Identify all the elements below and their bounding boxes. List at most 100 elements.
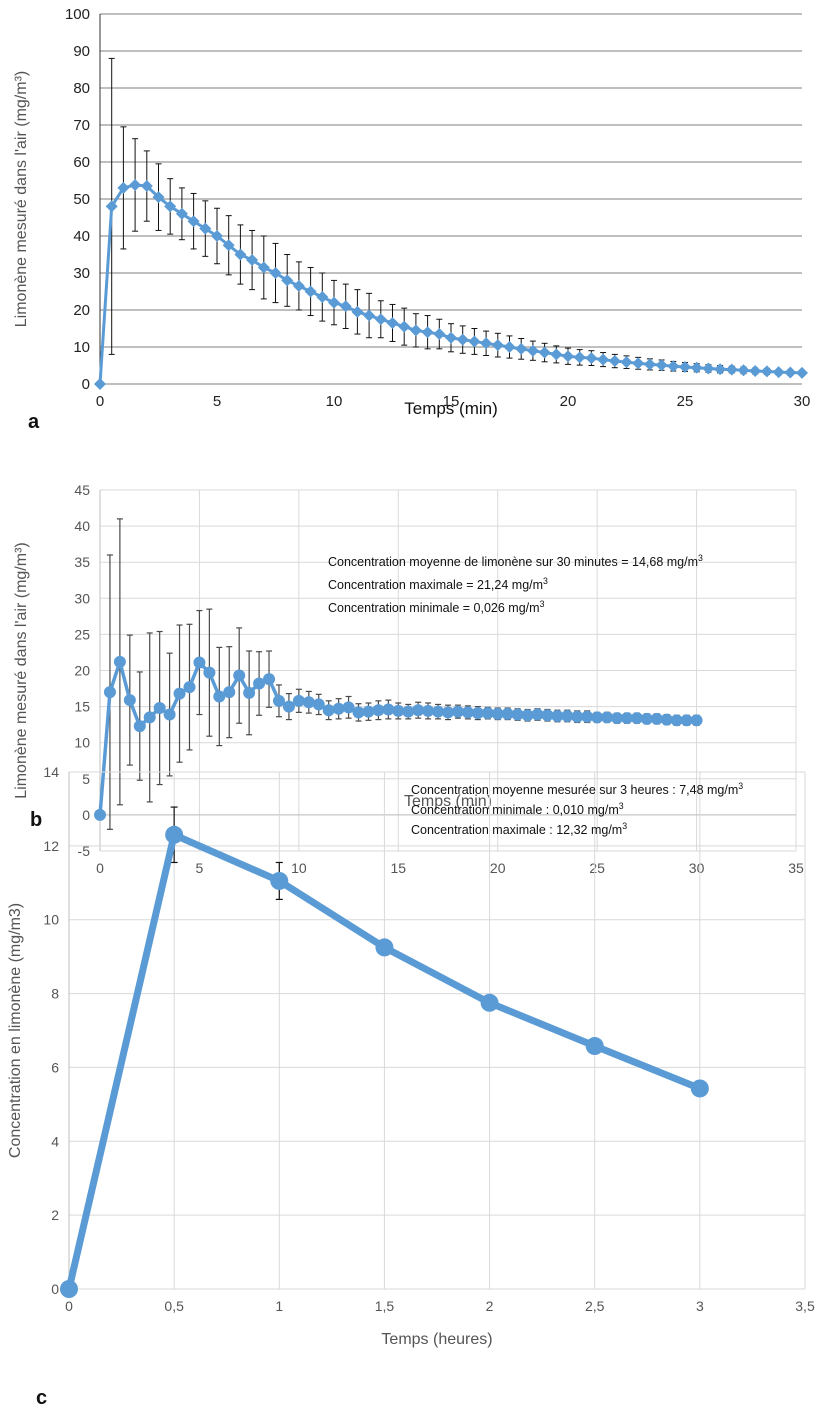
y-tick-label: 70 <box>73 117 90 134</box>
x-tick-label: 30 <box>794 393 811 410</box>
data-point <box>203 666 216 679</box>
y-tick-label: 8 <box>51 986 59 1002</box>
data-point <box>772 366 785 379</box>
data-point <box>491 339 504 352</box>
data-point <box>760 365 773 378</box>
y-tick-label: 35 <box>74 554 90 570</box>
y-tick-label: 2 <box>51 1207 59 1223</box>
data-point <box>173 687 186 700</box>
data-point <box>342 701 355 714</box>
data-point <box>332 702 345 715</box>
y-tick-label: 6 <box>51 1059 59 1075</box>
data-point <box>690 361 703 374</box>
data-point <box>402 705 415 718</box>
data-point <box>175 207 188 220</box>
data-point <box>270 871 289 890</box>
data-point <box>165 825 184 844</box>
x-tick-label: 10 <box>291 860 307 876</box>
data-point <box>571 710 584 723</box>
annotation-text: Concentration minimale : 0,010 mg/m3 <box>411 801 624 817</box>
data-point <box>269 267 282 279</box>
y-tick-label: 20 <box>74 663 90 679</box>
x-tick-label: 20 <box>490 860 506 876</box>
x-tick-label: 2 <box>486 1298 494 1314</box>
data-point <box>133 720 146 733</box>
data-point <box>263 673 276 686</box>
data-point <box>737 364 750 377</box>
data-point <box>183 681 196 694</box>
data-point <box>640 712 653 725</box>
data-point <box>302 696 315 709</box>
x-tick-label: 1 <box>275 1298 283 1314</box>
x-tick-label: 25 <box>677 393 694 410</box>
annotation-text: Concentration moyenne mesurée sur 3 heur… <box>411 781 743 797</box>
annotation-text: Concentration maximale = 21,24 mg/m3 <box>328 576 548 592</box>
data-point <box>281 274 294 287</box>
data-point <box>213 690 226 703</box>
y-tick-label: 60 <box>73 154 90 171</box>
data-point <box>328 296 340 309</box>
data-point <box>292 279 305 292</box>
data-point <box>199 222 212 235</box>
data-point <box>561 709 574 722</box>
data-point <box>702 362 715 375</box>
data-point <box>94 378 106 390</box>
x-tick-label: 20 <box>560 393 577 410</box>
data-point <box>714 363 727 376</box>
data-point <box>468 335 481 348</box>
data-point <box>591 711 604 724</box>
annotation-text: Concentration moyenne de limonène sur 30… <box>328 553 703 569</box>
data-point <box>140 180 153 193</box>
data-point <box>103 686 116 699</box>
data-point <box>304 285 317 298</box>
data-point <box>94 808 106 821</box>
data-point <box>573 351 586 364</box>
x-tick-label: 10 <box>326 393 343 410</box>
data-point <box>339 300 352 313</box>
data-point <box>312 698 325 711</box>
data-point <box>362 705 375 718</box>
data-point <box>611 712 624 725</box>
y-tick-label: 10 <box>43 912 59 928</box>
data-point <box>375 938 394 957</box>
x-tick-label: 15 <box>390 860 406 876</box>
data-point <box>398 320 411 333</box>
data-point <box>282 700 295 713</box>
data-point <box>471 707 484 720</box>
annotation-text: Concentration minimale = 0,026 mg/m3 <box>328 599 545 615</box>
data-point <box>129 178 142 191</box>
data-point <box>257 261 270 274</box>
data-point <box>433 328 446 341</box>
data-point <box>480 337 493 350</box>
y-tick-label: -5 <box>78 843 91 859</box>
y-tick-label: 80 <box>73 80 90 97</box>
data-point <box>501 707 514 720</box>
data-point <box>650 712 663 725</box>
y-tick-label: 45 <box>74 482 90 498</box>
x-tick-label: 0 <box>65 1298 73 1314</box>
data-point <box>630 712 643 725</box>
data-point <box>193 656 206 669</box>
x-axis-title: Temps (heures) <box>381 1331 492 1348</box>
data-point <box>392 704 405 717</box>
data-point <box>143 711 156 724</box>
data-point <box>445 331 457 344</box>
data-point <box>386 316 399 329</box>
data-point <box>352 706 365 719</box>
data-point <box>187 215 200 228</box>
y-tick-label: 20 <box>73 302 90 319</box>
data-point <box>113 655 126 668</box>
x-tick-label: 25 <box>589 860 605 876</box>
y-axis-title: Limonène mesuré dans l'air (mg/m³) <box>13 542 30 798</box>
data-point <box>372 704 385 717</box>
data-point <box>521 709 534 722</box>
x-tick-label: 35 <box>788 860 804 876</box>
x-tick-label: 3,5 <box>795 1298 815 1314</box>
x-tick-label: 5 <box>213 393 221 410</box>
y-tick-label: 15 <box>74 699 90 715</box>
y-tick-label: 10 <box>73 339 90 356</box>
data-point <box>796 366 808 379</box>
data-point <box>211 230 223 242</box>
y-axis-title: Limonène mesuré dans l'air (mg/m³) <box>13 71 30 327</box>
